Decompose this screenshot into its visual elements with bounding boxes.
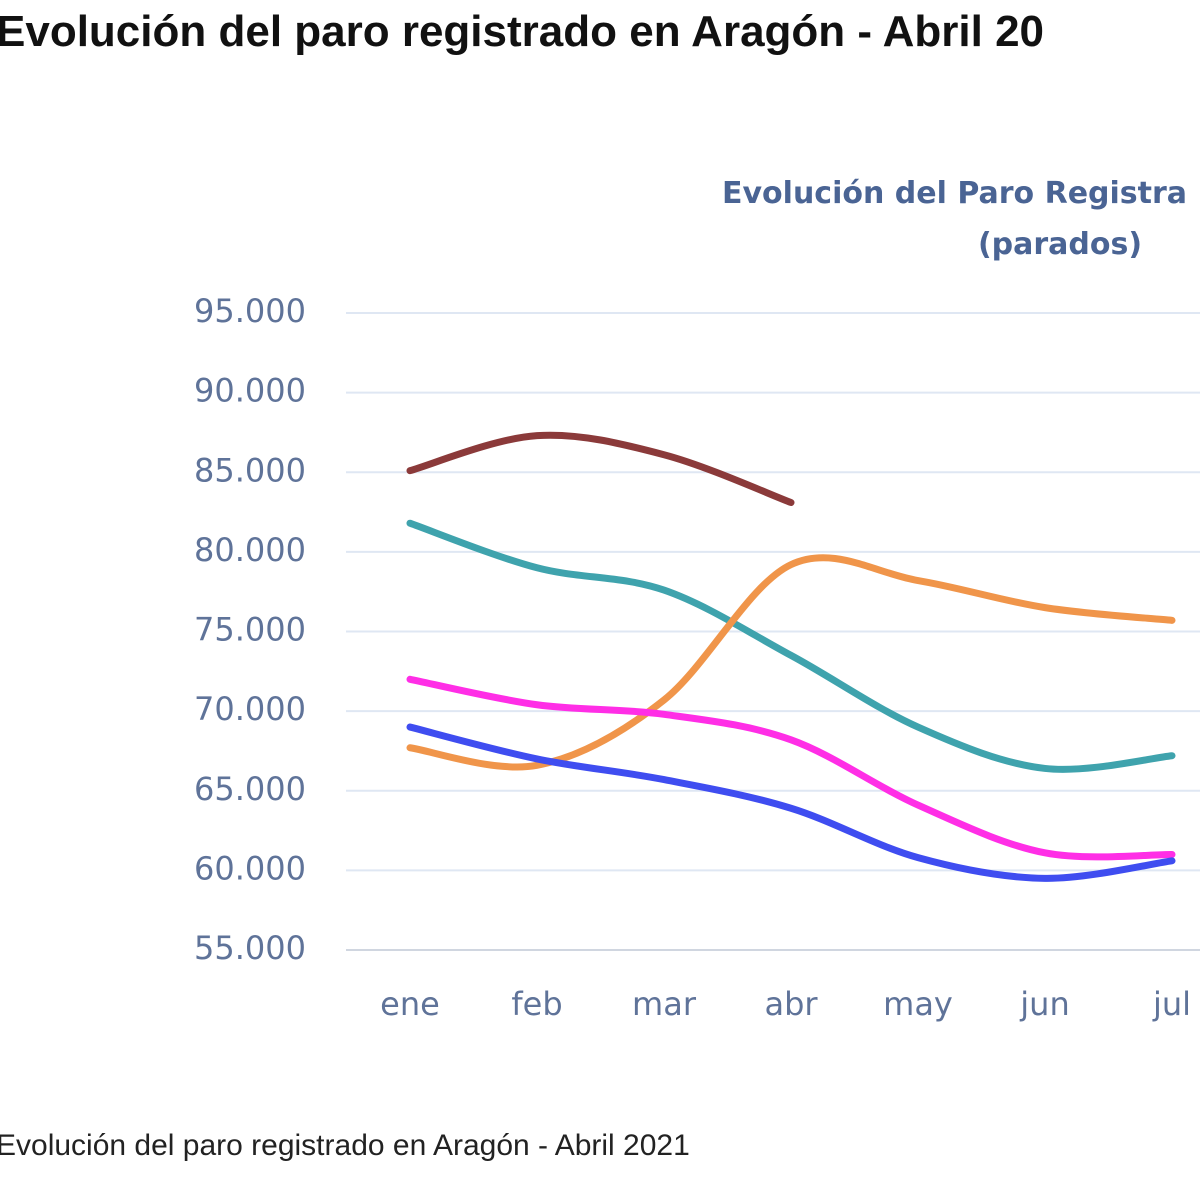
x-tick-label: jul: [1152, 985, 1191, 1023]
y-tick-label: 90.000: [194, 372, 306, 410]
y-tick-label: 55.000: [194, 929, 306, 967]
y-tick-label: 65.000: [194, 770, 306, 808]
x-tick-label: feb: [511, 985, 562, 1023]
series-line: [406, 519, 1176, 773]
y-tick-label: 80.000: [194, 531, 306, 569]
x-tick-label: mar: [632, 985, 697, 1023]
caption: Evolución del paro registrado en Aragón …: [0, 1129, 690, 1162]
y-tick-label: 75.000: [194, 611, 306, 649]
y-tick-label: 95.000: [194, 292, 306, 330]
page-title: Evolución del paro registrado en Aragón …: [0, 7, 1044, 56]
x-tick-label: jun: [1019, 985, 1069, 1023]
y-tick-label: 85.000: [194, 451, 306, 489]
chart-subtitle: (parados): [978, 227, 1142, 262]
series-line: [406, 554, 1176, 771]
x-tick-label: abr: [764, 985, 818, 1023]
series-line: [406, 431, 795, 507]
series-line: [406, 723, 1176, 882]
y-tick-label: 60.000: [194, 849, 306, 887]
x-tick-label: may: [883, 985, 953, 1023]
x-tick-label: ene: [380, 985, 440, 1023]
chart-title: Evolución del Paro Registra: [722, 176, 1187, 211]
y-tick-label: 70.000: [194, 690, 306, 728]
series-line: [406, 675, 1176, 861]
